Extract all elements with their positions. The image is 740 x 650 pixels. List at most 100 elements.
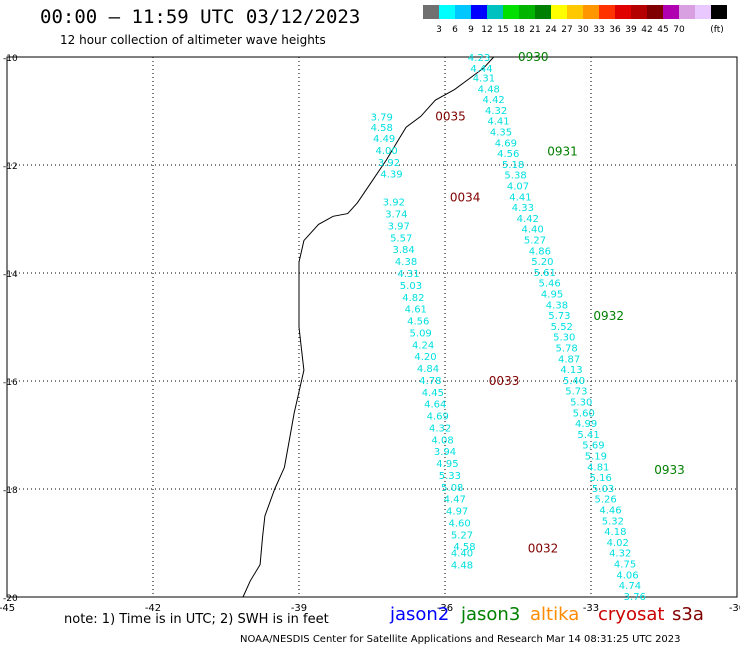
wave-height-value: 4.56 bbox=[497, 149, 519, 160]
colorbar-swatch bbox=[503, 5, 519, 19]
wave-height-value: 5.57 bbox=[390, 233, 412, 244]
wave-height-value: 4.69 bbox=[427, 412, 449, 423]
wave-height-value: 4.49 bbox=[373, 134, 395, 145]
colorbar-tick-label: 27 bbox=[561, 25, 572, 35]
wave-height-value: 3.97 bbox=[388, 221, 410, 232]
wave-height-value: 4.00 bbox=[375, 146, 397, 157]
wave-height-value: 4.48 bbox=[451, 561, 473, 572]
lat-tick-label: -12 bbox=[3, 162, 18, 172]
footnote: note: 1) Time is in UTC; 2) SWH is in fe… bbox=[64, 612, 329, 627]
wave-height-value: 4.32 bbox=[609, 549, 631, 560]
colorbar-swatch bbox=[631, 5, 647, 19]
wave-height-value: 4.39 bbox=[380, 170, 402, 181]
lat-tick-label: -16 bbox=[3, 378, 18, 388]
wave-height-value: 5.08 bbox=[441, 483, 463, 494]
colorbar-tick-label: 42 bbox=[641, 25, 652, 35]
colorbar-swatch bbox=[647, 5, 663, 19]
credit-line: NOAA/NESDIS Center for Satellite Applica… bbox=[240, 634, 681, 645]
legend-item-jason2: jason2 bbox=[390, 604, 450, 625]
colorbar-swatch bbox=[471, 5, 487, 19]
wave-height-value: 5.46 bbox=[539, 279, 561, 290]
legend-item-jason3: jason3 bbox=[461, 604, 521, 625]
colorbar-swatch bbox=[439, 5, 455, 19]
wave-height-value: 3.74 bbox=[385, 210, 407, 221]
colorbar-unit-label: (ft) bbox=[710, 25, 724, 35]
wave-height-value: 4.33 bbox=[512, 203, 534, 214]
color-scale-bar: 3 6 9 12 15 18 21 24 27 30 33 36 39 42 45 70 (ft) bbox=[423, 5, 727, 35]
wave-height-value: 4.18 bbox=[604, 527, 626, 538]
colorbar-tick-label: 6 bbox=[452, 25, 458, 35]
wave-height-value: 4.02 bbox=[607, 538, 629, 549]
wave-height-value: 5.33 bbox=[439, 471, 461, 482]
colorbar-swatch bbox=[455, 5, 471, 19]
colorbar-tick-label: 9 bbox=[468, 25, 474, 35]
colorbar-swatch bbox=[423, 5, 439, 19]
lon-tick-label: -33 bbox=[583, 603, 599, 614]
legend-item-cryosat: cryosat bbox=[598, 604, 665, 625]
wave-height-value: 4.84 bbox=[417, 364, 439, 375]
colorbar-tick-label: 12 bbox=[481, 25, 492, 35]
wave-height-value: 4.81 bbox=[587, 462, 609, 473]
wave-height-value: 5.41 bbox=[577, 430, 599, 441]
wave-height-value: 4.75 bbox=[614, 560, 636, 571]
wave-height-value: 4.08 bbox=[431, 435, 453, 446]
pass-time-label: 0931 bbox=[547, 145, 578, 159]
wave-height-value: 5.30 bbox=[570, 398, 592, 409]
pass-time-label: 0932 bbox=[593, 309, 624, 323]
wave-height-value: 4.40 bbox=[451, 549, 473, 560]
wave-height-value: 3.79 bbox=[371, 112, 393, 123]
lat-tick-label: -14 bbox=[3, 270, 18, 280]
colorbar-swatch bbox=[519, 5, 535, 19]
colorbar-swatch bbox=[583, 5, 599, 19]
wave-height-value: 3.92 bbox=[378, 158, 400, 169]
wave-height-value: 3.94 bbox=[434, 447, 456, 458]
wave-height-value: 4.74 bbox=[619, 581, 641, 592]
lon-tick-label: -36 bbox=[437, 603, 453, 614]
wave-height-value: 5.61 bbox=[534, 268, 556, 279]
wave-height-value: 4.38 bbox=[395, 257, 417, 268]
lon-tick-label: -42 bbox=[145, 603, 161, 614]
colorbar-tick-label: 30 bbox=[577, 25, 589, 35]
colorbar-swatch bbox=[679, 5, 695, 19]
colorbar-tick-label: 15 bbox=[497, 25, 508, 35]
wave-height-value: 5.20 bbox=[531, 257, 553, 268]
wave-height-value: 5.69 bbox=[582, 441, 604, 452]
wave-height-value: 4.61 bbox=[405, 305, 427, 316]
legend-item-s3a: s3a bbox=[672, 604, 704, 625]
colorbar-swatch bbox=[551, 5, 567, 19]
wave-height-value: 4.95 bbox=[541, 290, 563, 301]
colorbar-swatch bbox=[663, 5, 679, 19]
colorbar-swatch bbox=[567, 5, 583, 19]
lat-tick-label: -10 bbox=[3, 54, 18, 64]
pass-time-label: 0034 bbox=[450, 190, 481, 204]
wave-height-value: 5.52 bbox=[551, 322, 573, 333]
colorbar-swatch bbox=[615, 5, 631, 19]
wave-height-value: 4.13 bbox=[560, 365, 582, 376]
wave-height-value: 4.42 bbox=[483, 95, 505, 106]
pass-time-label: 0033 bbox=[489, 374, 520, 388]
wave-height-value: 4.78 bbox=[419, 376, 441, 387]
wave-height-value: 5.73 bbox=[565, 387, 587, 398]
wave-height-value: 4.58 bbox=[453, 542, 475, 553]
lon-tick-label: -45 bbox=[0, 603, 15, 614]
lat-tick-label: -18 bbox=[3, 486, 18, 496]
wave-height-value: 5.73 bbox=[548, 311, 570, 322]
wave-height-value: 4.23 bbox=[468, 53, 490, 64]
colorbar-swatch bbox=[599, 5, 615, 19]
wave-height-value: 5.27 bbox=[524, 236, 546, 247]
colorbar-tick-label: 24 bbox=[545, 25, 557, 35]
wave-height-value: 4.99 bbox=[575, 419, 597, 430]
wave-height-value: 4.38 bbox=[546, 300, 568, 311]
wave-height-value: 5.03 bbox=[400, 281, 422, 292]
wave-height-value: 4.42 bbox=[517, 214, 539, 225]
wave-height-value: 4.20 bbox=[414, 352, 436, 363]
colorbar-tick-label: 39 bbox=[625, 25, 637, 35]
pass-time-label: 0035 bbox=[435, 109, 466, 123]
legend-item-altika: altika bbox=[530, 604, 580, 625]
wave-height-value: 5.60 bbox=[573, 408, 595, 419]
map-frame bbox=[6, 56, 738, 598]
colorbar-tick-label: 45 bbox=[657, 25, 668, 35]
wave-height-value: 4.69 bbox=[495, 138, 517, 149]
wave-height-value: 5.40 bbox=[563, 376, 585, 387]
wave-height-value: 4.35 bbox=[490, 128, 512, 139]
